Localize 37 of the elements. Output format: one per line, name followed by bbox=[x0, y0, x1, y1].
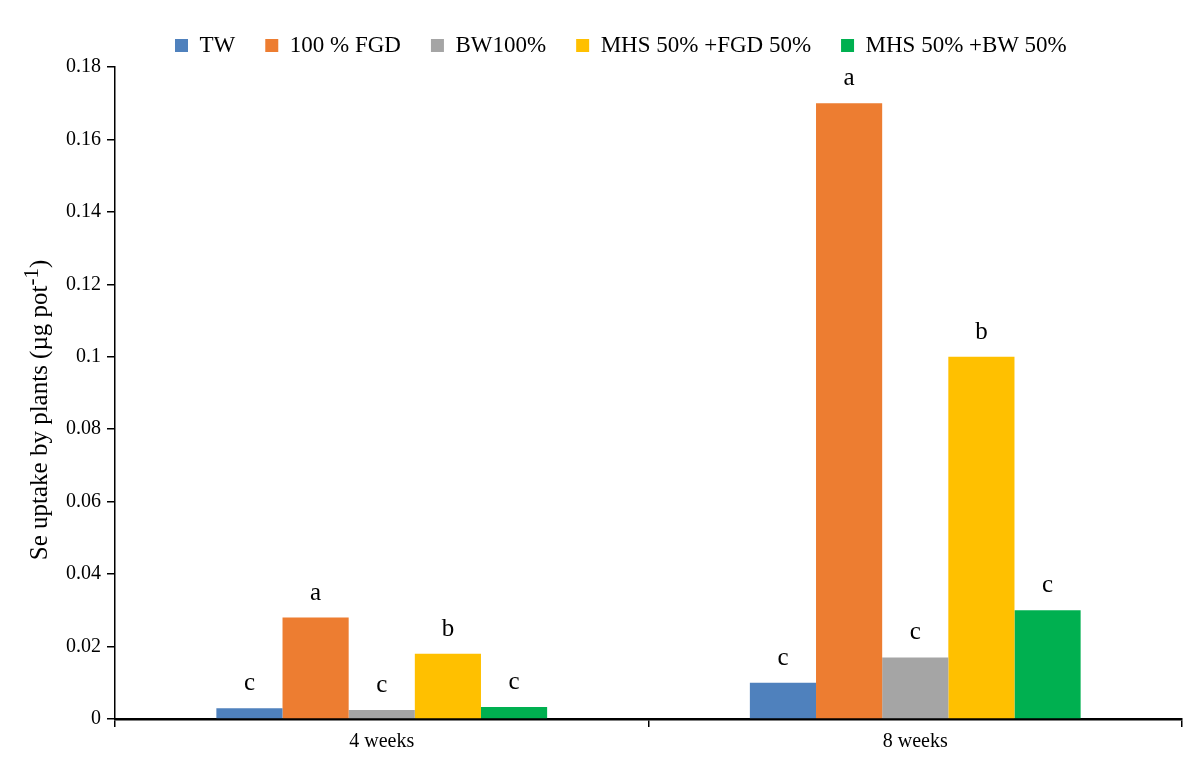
bar bbox=[216, 708, 283, 719]
legend-label: TW bbox=[199, 31, 236, 57]
data-label: c bbox=[1042, 570, 1054, 598]
data-label: c bbox=[243, 668, 255, 696]
bar bbox=[816, 103, 883, 719]
bar bbox=[948, 356, 1015, 719]
y-tick-label: 0.08 bbox=[66, 416, 101, 439]
bar bbox=[1014, 610, 1081, 719]
bar bbox=[282, 617, 349, 719]
legend-label: BW100% bbox=[455, 31, 547, 57]
data-label: a bbox=[843, 63, 855, 91]
bar bbox=[749, 682, 817, 719]
bar bbox=[348, 709, 415, 719]
data-label: c bbox=[376, 670, 388, 698]
data-label: c bbox=[777, 642, 789, 670]
legend-label: 100 % FGD bbox=[289, 31, 401, 57]
y-tick-label: 0.18 bbox=[66, 54, 101, 77]
data-label: c bbox=[508, 667, 520, 695]
data-label: c bbox=[909, 617, 921, 645]
bar bbox=[414, 653, 481, 719]
data-label: b bbox=[975, 316, 988, 344]
y-tick-label: 0.1 bbox=[76, 344, 101, 367]
data-label: b bbox=[441, 613, 455, 641]
legend-label: MHS 50% +BW 50% bbox=[865, 31, 1067, 57]
bar bbox=[480, 707, 548, 719]
legend-label: MHS 50% +FGD 50% bbox=[600, 31, 812, 57]
bar bbox=[882, 657, 949, 719]
y-tick-label: 0 bbox=[91, 706, 101, 729]
y-tick-label: 0.12 bbox=[66, 271, 101, 294]
x-tick-label: 8 weeks bbox=[882, 729, 948, 752]
data-label: a bbox=[310, 577, 322, 605]
y-tick-label: 0.02 bbox=[66, 633, 101, 656]
x-tick-label: 4 weeks bbox=[349, 729, 415, 752]
y-tick-label: 0.04 bbox=[66, 561, 101, 584]
y-tick-label: 0.14 bbox=[66, 199, 101, 222]
y-tick-label: 0.16 bbox=[66, 126, 101, 149]
y-tick-label: 0.06 bbox=[66, 488, 101, 511]
